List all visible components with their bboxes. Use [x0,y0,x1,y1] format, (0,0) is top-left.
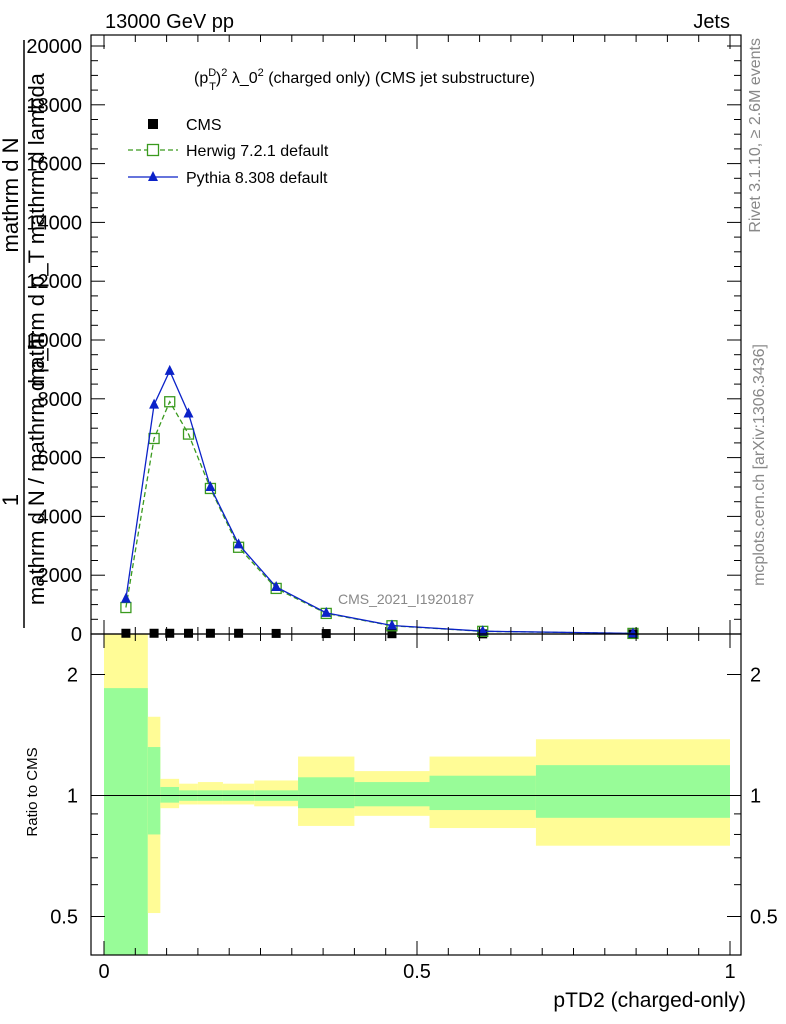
ratio-green-band-8 [354,782,430,807]
ratio-green-band-10 [535,765,730,818]
legend-label-2: Pythia 8.308 default [186,170,328,187]
cms-point-1 [149,628,159,638]
mcplots-label: mcplots.cern.ch [arXiv:1306.3436] [751,344,768,586]
main-ytick-label-9: 18000 [26,95,82,117]
main-ylabel-line1: 1 [0,494,23,506]
cms-point-0 [121,628,131,638]
ratio-green-band-1 [147,747,161,835]
ratio-bands [91,634,741,955]
main-ytick-label-3: 6000 [38,448,83,470]
xlabel: pTD2 (charged-only) [553,989,746,1012]
ratio-ytick-label-right-2: 2 [750,665,761,687]
header-left: 13000 GeV pp [105,11,234,33]
axes: 0 2000 4000 6000 8000 10000 12000 14000 16000 180… [26,34,778,983]
main-ylabel-line3: mathrm d N [0,138,23,253]
ratio-ytick-label-left-0: 0.5 [50,907,78,929]
pythia-point-9 [477,625,488,636]
legend-label-0: CMS [186,117,222,134]
xtick-label-0: 0 [98,961,109,983]
main-ylabel-line2: mathrm d N / mathrm d p_T [24,335,49,605]
main-ytick-label-8: 16000 [26,154,82,176]
cms-point-2 [165,628,175,638]
pythia-point-6 [271,580,282,591]
main-ytick-label-7: 14000 [26,212,82,234]
cms-point-5 [234,628,244,638]
header-right: Jets [693,11,730,33]
herwig-point-2 [164,396,176,408]
ratio-green-band-9 [429,775,536,811]
pythia-point-7 [321,606,332,617]
ratio-green-band-0 [104,688,148,955]
ratio-ytick-label-left-2: 2 [67,665,78,687]
main-ytick-label-5: 10000 [26,330,82,352]
legend-marker-herwig [146,143,160,157]
main-ytick-label-0: 0 [71,624,82,646]
main-ytick-label-6: 12000 [26,271,82,293]
pythia-point-4 [205,481,216,491]
xtick-label-2: 1 [724,961,735,983]
ratio-ytick-label-left-1: 1 [67,786,78,808]
main-ylabel: 1 mathrm d N / mathrm d p_T mathrm d N m… [0,40,49,628]
cms-point-4 [205,628,215,638]
pythia-point-10 [627,627,638,638]
main-ytick-label-1: 2000 [38,565,83,587]
rivet-label: Rivet 3.1.10, ≥ 2.6M events [747,38,764,233]
pythia-point-2 [164,364,175,375]
pythia-point-0 [120,592,131,603]
pythia-point-8 [386,619,397,630]
main-ytick-label-10: 20000 [26,36,82,58]
legend-marker-pythia [148,171,158,181]
cms-point-3 [184,628,194,638]
main-ytick-label-4: 8000 [38,389,83,411]
main-title: (pD T)2 λ_02 (charged only) (CMS jet subs… [194,67,535,93]
legend: CMS Herwig 7.2.1 default Pythia 8.308 defa… [128,117,329,187]
legend-label-1: Herwig 7.2.1 default [186,143,329,160]
legend-marker-cms [148,119,158,129]
main-ytick-label-2: 4000 [38,506,83,528]
ratio-frame [90,633,742,956]
herwig-point-3 [182,428,195,440]
pythia-point-5 [233,538,244,549]
pythia-point-3 [183,407,194,418]
ratio-green-band-2 [160,786,180,803]
pythia-point-1 [149,398,160,409]
ratio-ylabel: Ratio to CMS [24,747,41,836]
analysis-watermark: CMS_2021_I1920187 [338,591,474,607]
xtick-label-1: 0.5 [403,961,431,983]
main-ylabel-line4: mathrm d p_T mathrm d lambda [24,72,49,387]
ratio-green-band-7 [298,777,355,809]
ratio-ytick-label-right-1: 1 [750,786,761,808]
ratio-ytick-label-right-0: 0.5 [750,907,778,929]
